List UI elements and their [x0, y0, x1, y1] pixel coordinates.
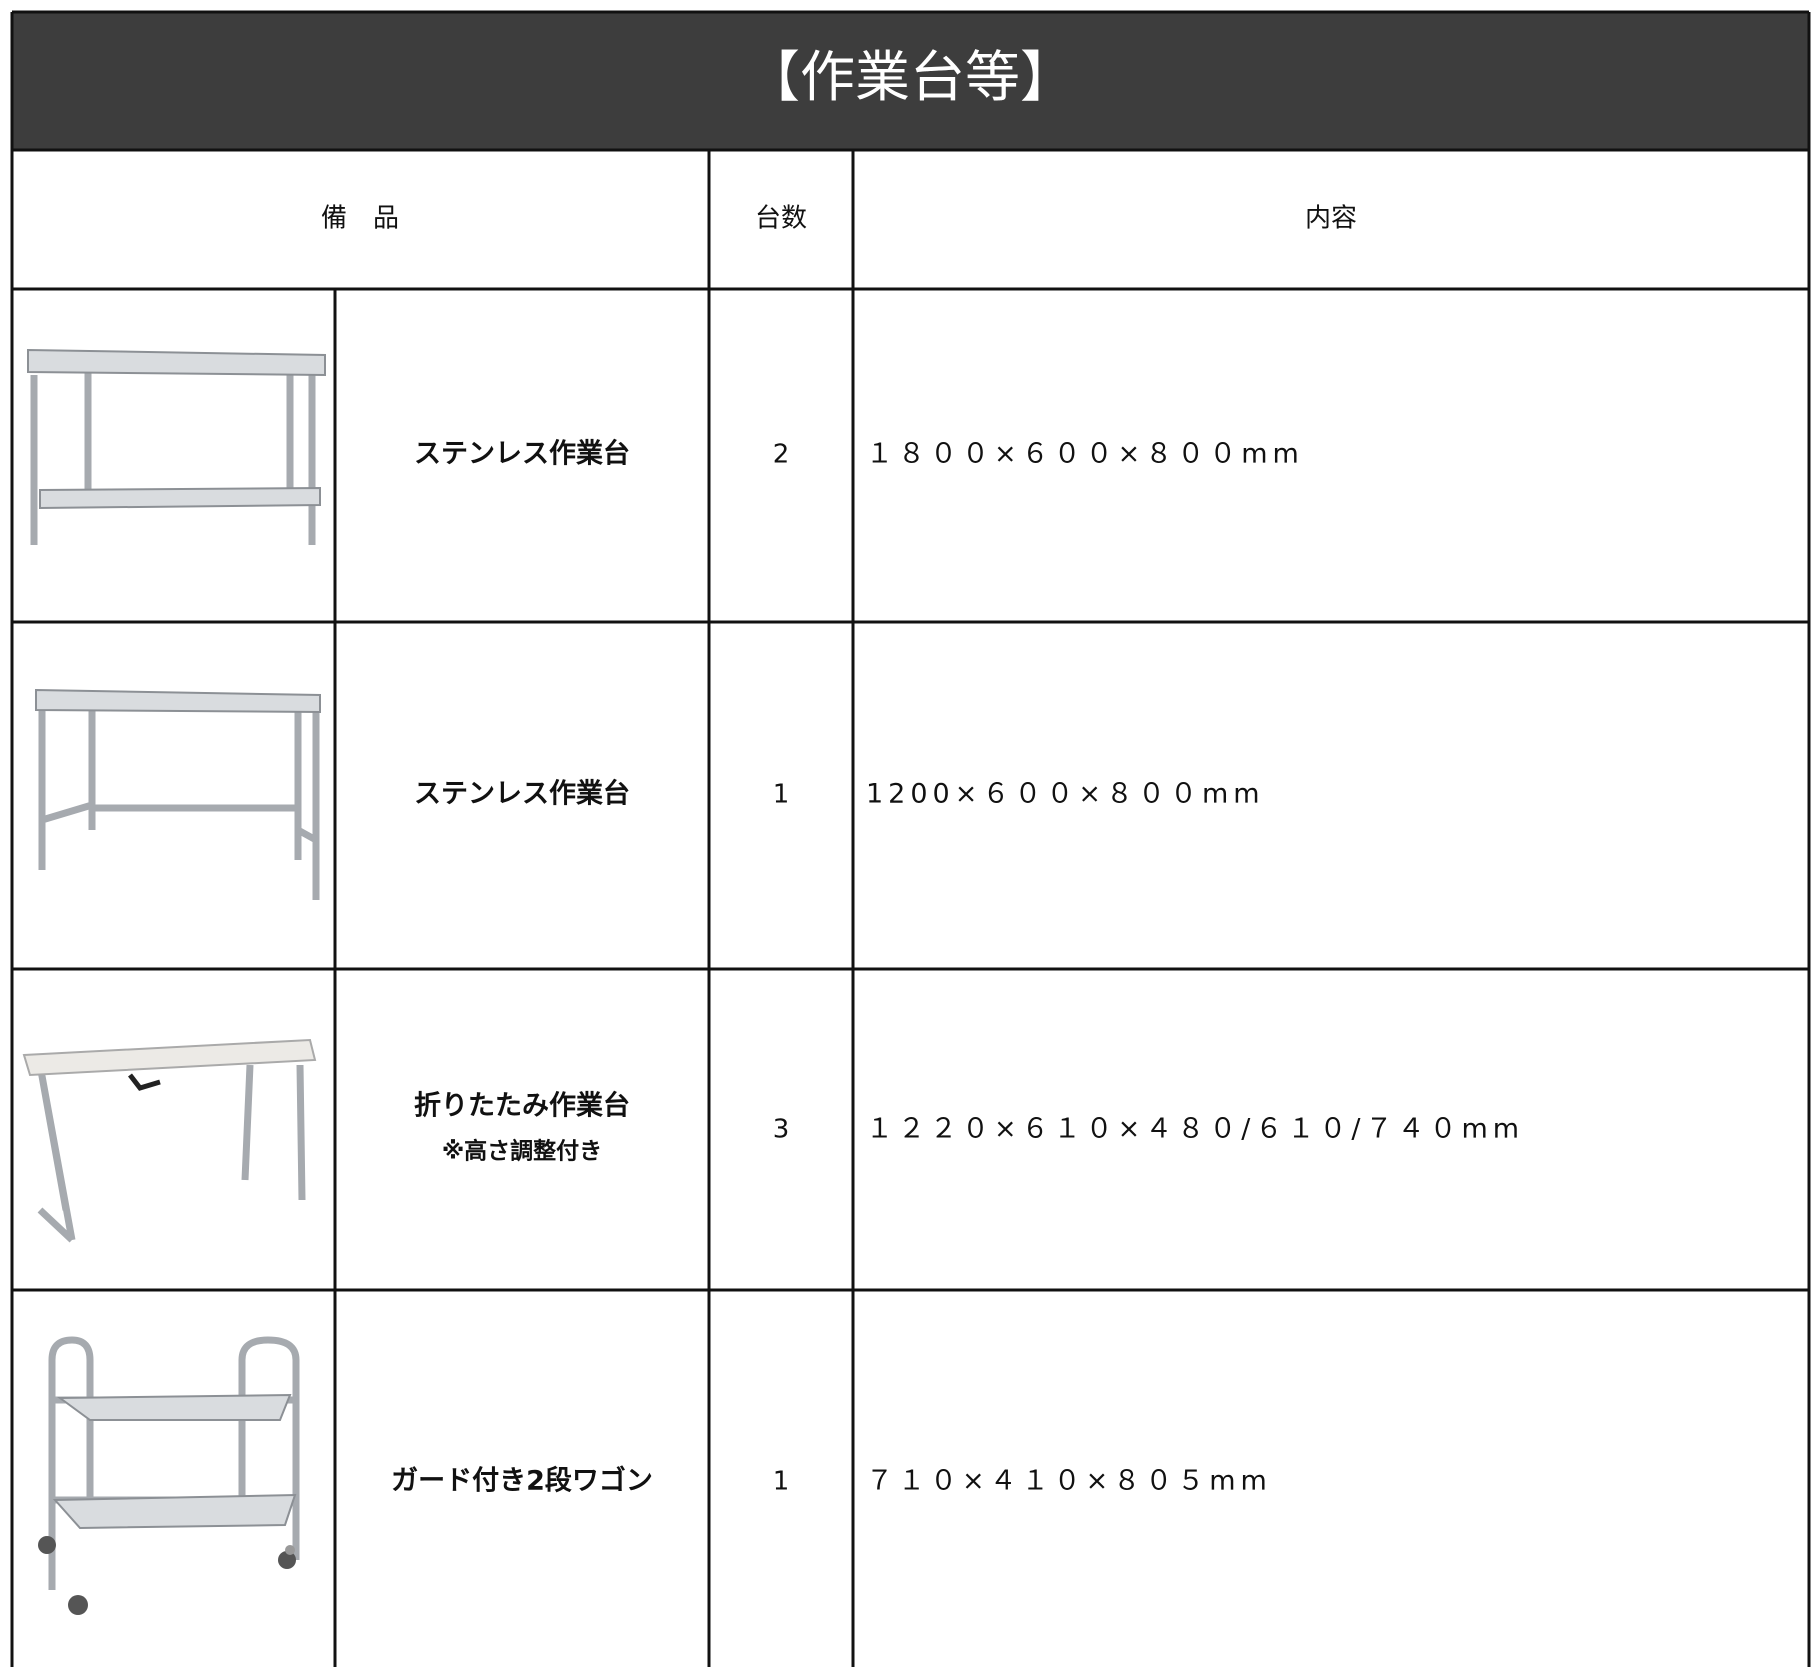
- item-spec: ７１０×４１０×８０５mm: [866, 1466, 1272, 1497]
- product-image: [38, 1336, 300, 1615]
- item-spec: １８００×６００×８００mm: [866, 439, 1304, 470]
- product-image: [22, 1038, 317, 1243]
- column-header: 台数: [755, 204, 807, 234]
- item-count: 2: [773, 440, 790, 470]
- product-image: [27, 348, 326, 545]
- item-note: ※高さ調整付き: [442, 1138, 602, 1165]
- grid-lines: [10, 10, 1811, 1667]
- column-header: 備 品: [321, 204, 399, 234]
- product-image: [35, 688, 321, 900]
- item-spec: 1200×６００×８００mm: [866, 779, 1265, 810]
- item-spec: １２２０×６１０×４８０/６１０/７４０mm: [866, 1114, 1524, 1145]
- item-name: 折りたたみ作業台: [414, 1090, 630, 1122]
- item-name: ステンレス作業台: [414, 438, 630, 470]
- item-count: 1: [773, 1467, 790, 1497]
- item-name: ステンレス作業台: [414, 778, 630, 810]
- item-count: 3: [773, 1115, 790, 1145]
- item-count: 1: [773, 780, 790, 810]
- item-name: ガード付き2段ワゴン: [391, 1465, 653, 1497]
- title: 【作業台等】: [745, 45, 1075, 109]
- column-header: 内容: [1305, 204, 1357, 234]
- title-band: [12, 12, 1809, 150]
